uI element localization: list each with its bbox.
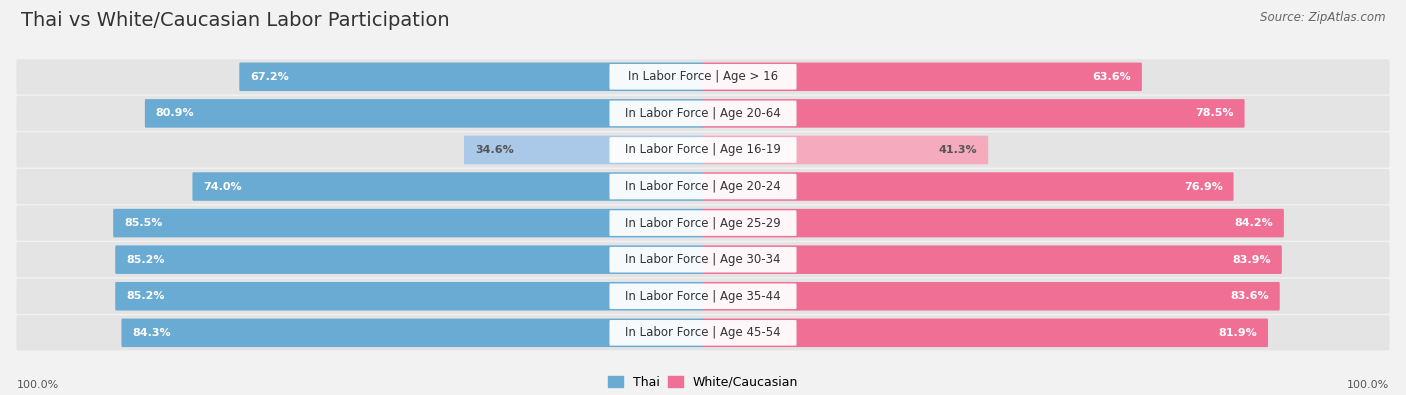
- FancyBboxPatch shape: [703, 62, 1142, 91]
- Text: 100.0%: 100.0%: [1347, 380, 1389, 389]
- Text: 78.5%: 78.5%: [1195, 108, 1233, 118]
- Text: 80.9%: 80.9%: [156, 108, 194, 118]
- FancyBboxPatch shape: [703, 99, 1244, 128]
- Text: 83.6%: 83.6%: [1230, 291, 1268, 301]
- FancyBboxPatch shape: [17, 205, 1389, 241]
- Text: 84.3%: 84.3%: [132, 328, 172, 338]
- Text: In Labor Force | Age 30-34: In Labor Force | Age 30-34: [626, 253, 780, 266]
- FancyBboxPatch shape: [703, 209, 1284, 237]
- Text: In Labor Force | Age 25-29: In Labor Force | Age 25-29: [626, 216, 780, 229]
- FancyBboxPatch shape: [703, 282, 1279, 310]
- FancyBboxPatch shape: [121, 318, 703, 347]
- FancyBboxPatch shape: [17, 315, 1389, 350]
- FancyBboxPatch shape: [17, 242, 1389, 277]
- Text: 100.0%: 100.0%: [17, 380, 59, 389]
- Text: Thai vs White/Caucasian Labor Participation: Thai vs White/Caucasian Labor Participat…: [21, 11, 450, 30]
- Text: 63.6%: 63.6%: [1092, 72, 1130, 82]
- FancyBboxPatch shape: [609, 247, 797, 273]
- FancyBboxPatch shape: [609, 137, 797, 163]
- Text: 67.2%: 67.2%: [250, 72, 290, 82]
- FancyBboxPatch shape: [609, 64, 797, 90]
- FancyBboxPatch shape: [703, 136, 988, 164]
- Text: 85.2%: 85.2%: [127, 255, 165, 265]
- FancyBboxPatch shape: [464, 136, 703, 164]
- Text: 83.9%: 83.9%: [1232, 255, 1271, 265]
- Text: In Labor Force | Age 35-44: In Labor Force | Age 35-44: [626, 290, 780, 303]
- FancyBboxPatch shape: [145, 99, 703, 128]
- FancyBboxPatch shape: [17, 169, 1389, 204]
- FancyBboxPatch shape: [239, 62, 703, 91]
- Text: In Labor Force | Age 16-19: In Labor Force | Age 16-19: [626, 143, 780, 156]
- Text: 41.3%: 41.3%: [939, 145, 977, 155]
- FancyBboxPatch shape: [609, 174, 797, 199]
- Text: 34.6%: 34.6%: [475, 145, 513, 155]
- Text: 85.5%: 85.5%: [124, 218, 163, 228]
- FancyBboxPatch shape: [609, 320, 797, 346]
- FancyBboxPatch shape: [17, 132, 1389, 167]
- FancyBboxPatch shape: [193, 172, 703, 201]
- FancyBboxPatch shape: [609, 284, 797, 309]
- FancyBboxPatch shape: [112, 209, 703, 237]
- FancyBboxPatch shape: [609, 210, 797, 236]
- FancyBboxPatch shape: [115, 282, 703, 310]
- FancyBboxPatch shape: [703, 172, 1233, 201]
- FancyBboxPatch shape: [703, 245, 1282, 274]
- Text: 84.2%: 84.2%: [1234, 218, 1272, 228]
- Text: In Labor Force | Age 45-54: In Labor Force | Age 45-54: [626, 326, 780, 339]
- FancyBboxPatch shape: [17, 59, 1389, 94]
- FancyBboxPatch shape: [17, 279, 1389, 314]
- Text: 81.9%: 81.9%: [1219, 328, 1257, 338]
- Text: 74.0%: 74.0%: [204, 182, 242, 192]
- Text: 76.9%: 76.9%: [1184, 182, 1223, 192]
- Text: In Labor Force | Age 20-24: In Labor Force | Age 20-24: [626, 180, 780, 193]
- Text: In Labor Force | Age > 16: In Labor Force | Age > 16: [628, 70, 778, 83]
- FancyBboxPatch shape: [17, 96, 1389, 131]
- Legend: Thai, White/Caucasian: Thai, White/Caucasian: [609, 376, 797, 389]
- FancyBboxPatch shape: [609, 101, 797, 126]
- FancyBboxPatch shape: [703, 318, 1268, 347]
- FancyBboxPatch shape: [115, 245, 703, 274]
- Text: 85.2%: 85.2%: [127, 291, 165, 301]
- Text: Source: ZipAtlas.com: Source: ZipAtlas.com: [1260, 11, 1385, 24]
- Text: In Labor Force | Age 20-64: In Labor Force | Age 20-64: [626, 107, 780, 120]
